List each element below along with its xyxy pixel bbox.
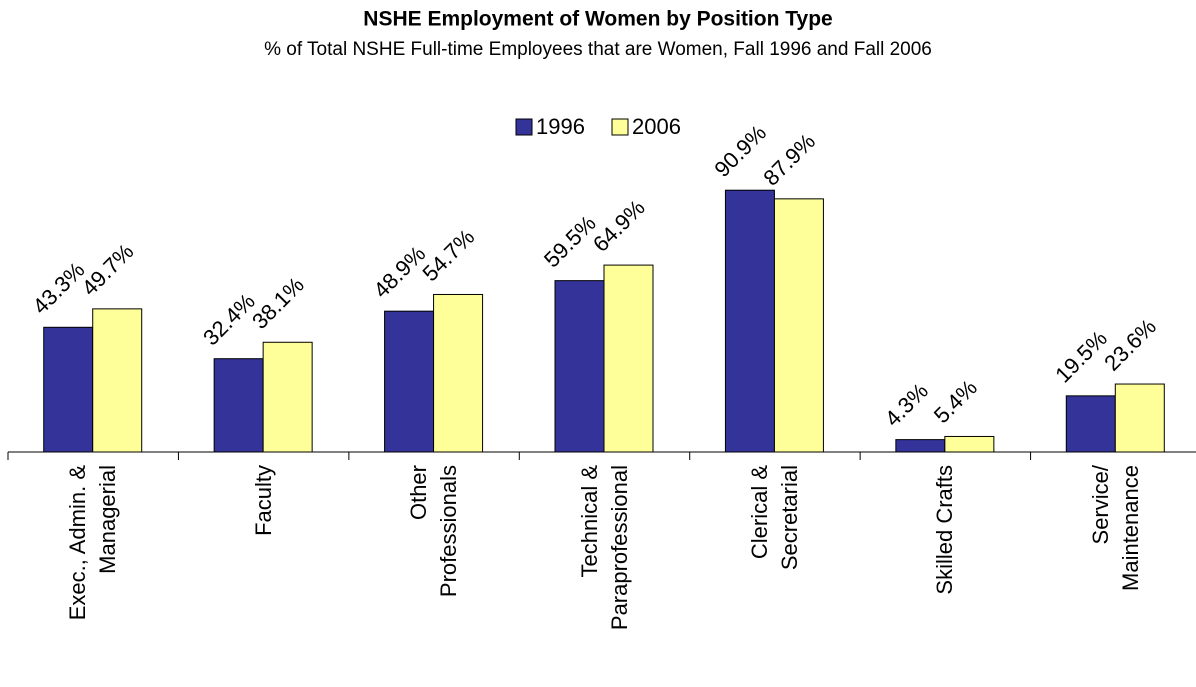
value-label: 43.3% [28, 257, 90, 319]
legend-swatch [611, 118, 629, 136]
chart-title: NSHE Employment of Women by Position Typ… [363, 8, 832, 31]
bar [213, 358, 264, 453]
x-tick-label: Service/ Maintenance [1087, 465, 1143, 591]
bar [384, 310, 435, 453]
x-tick-label: Clerical & Secretarial [746, 465, 802, 571]
bar [433, 293, 484, 453]
bar [724, 189, 775, 453]
bar [262, 341, 313, 453]
legend-label: 2006 [632, 114, 681, 139]
bar [1065, 395, 1116, 453]
bar [895, 439, 946, 453]
value-label: 49.7% [77, 239, 139, 301]
x-tick-label: Exec., Admin. & Managerial [65, 465, 121, 621]
legend-swatch [515, 118, 533, 136]
bar [944, 435, 995, 453]
x-tick-label: Skilled Crafts [932, 465, 958, 595]
legend-label: 1996 [536, 114, 585, 139]
chart-subtitle: % of Total NSHE Full-time Employees that… [264, 39, 932, 60]
x-tick-label: Faculty [250, 465, 276, 536]
x-tick-label: Technical & Paraprofessional [576, 465, 632, 631]
bar [43, 326, 94, 453]
value-label: 5.4% [929, 375, 982, 428]
bar [603, 264, 654, 453]
x-tick-label: Other Professionals [406, 465, 462, 598]
bar [554, 280, 605, 453]
bar [92, 308, 143, 453]
bar [1114, 383, 1165, 453]
value-label: 4.3% [880, 378, 933, 431]
bar [773, 198, 824, 453]
